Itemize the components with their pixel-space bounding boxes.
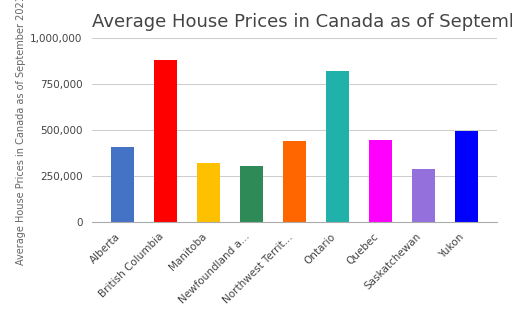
Bar: [111, 146, 134, 222]
Text: Average House Prices in Canada as of September 2021: Average House Prices in Canada as of Sep…: [92, 13, 512, 31]
Bar: [326, 71, 349, 222]
Y-axis label: Average House Prices in Canada as of September 2021: Average House Prices in Canada as of Sep…: [16, 0, 26, 265]
Bar: [455, 131, 478, 222]
Bar: [369, 140, 392, 222]
Bar: [412, 170, 435, 222]
Bar: [283, 141, 306, 222]
Bar: [154, 60, 177, 222]
Bar: [240, 166, 263, 222]
Bar: [197, 163, 220, 222]
